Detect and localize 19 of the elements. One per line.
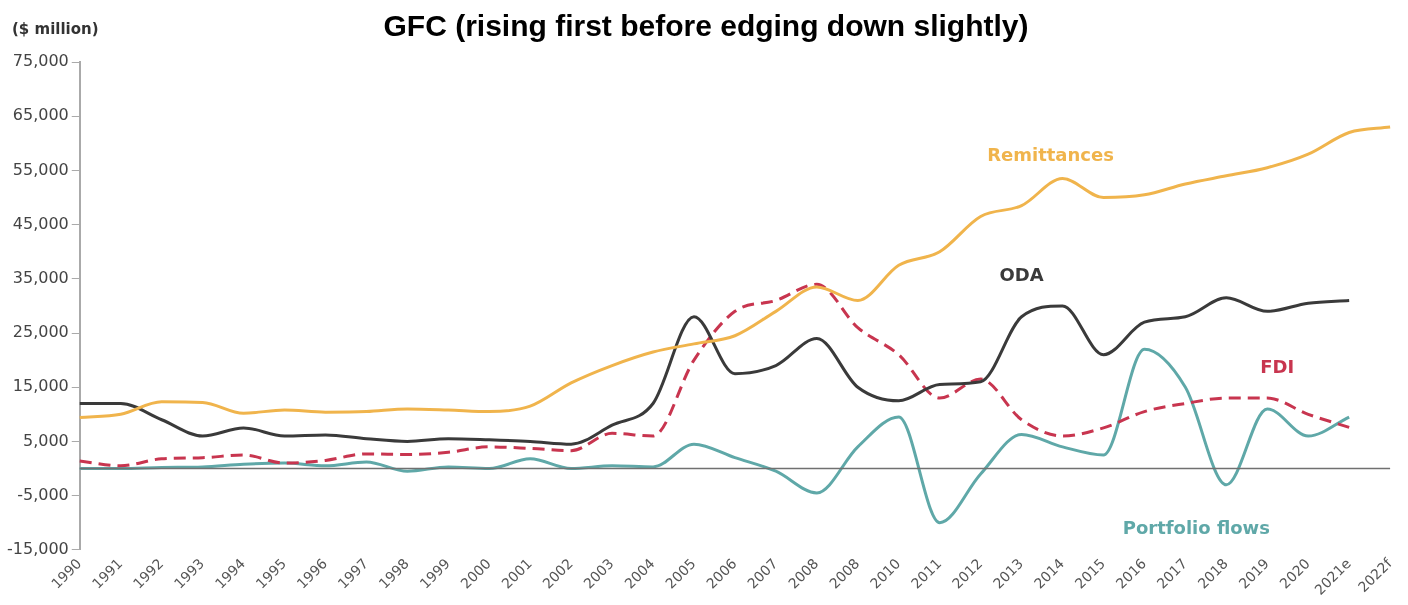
y-axis-title: ($ million) xyxy=(12,19,99,38)
y-tick-label: 25,000 xyxy=(12,322,69,342)
y-tick-label: 75,000 xyxy=(12,51,69,71)
line-series xyxy=(78,125,1392,420)
y-tick-label: 55,000 xyxy=(12,159,69,179)
y-tick-label: -15,000 xyxy=(6,538,69,558)
series-label: Remittances xyxy=(987,144,1114,166)
y-tick-label: -5,000 xyxy=(17,484,69,504)
chart-title: GFC (rising first before edging down slightly) xyxy=(383,9,1029,43)
line-series xyxy=(78,282,1351,468)
y-tick-label: 35,000 xyxy=(12,267,69,287)
series-label: FDI xyxy=(1260,355,1295,377)
y-tick-label: 15,000 xyxy=(12,376,69,396)
line-series xyxy=(78,296,1351,446)
y-tick-label: 5,000 xyxy=(22,430,69,450)
y-tick-label: 45,000 xyxy=(12,213,69,233)
series-label: ODA xyxy=(999,264,1044,286)
y-tick-label: 65,000 xyxy=(12,105,69,125)
text: Portfolio flows xyxy=(1122,517,1270,539)
